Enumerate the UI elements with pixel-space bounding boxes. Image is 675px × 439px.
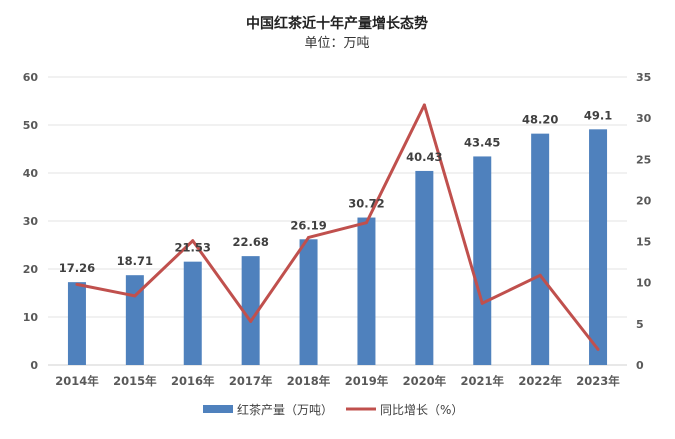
legend: 红茶产量（万吨） 同比增长（%） <box>203 402 463 417</box>
x-tick-label: 2015年 <box>113 374 157 388</box>
growth-point <box>596 347 600 351</box>
x-tick-label: 2022年 <box>518 374 562 388</box>
y-right-tick-label: 20 <box>636 194 652 207</box>
growth-point <box>480 301 484 305</box>
growth-line <box>76 103 600 351</box>
y-left-tick-label: 20 <box>23 263 39 276</box>
y-left-tick-label: 50 <box>23 119 39 132</box>
x-tick-label: 2014年 <box>55 374 99 388</box>
data-label: 48.20 <box>522 113 558 127</box>
data-label: 21.53 <box>175 241 211 255</box>
growth-point <box>191 239 195 243</box>
bar <box>415 170 434 365</box>
y-right-tick-label: 15 <box>636 236 651 249</box>
growth-point <box>307 235 311 239</box>
chart-title: 中国红茶近十年产量增长态势 <box>246 15 428 32</box>
y-right-tick-label: 0 <box>636 359 644 372</box>
y-right-tick-label: 35 <box>636 71 651 84</box>
y-left-tick-label: 10 <box>23 311 39 324</box>
data-label: 18.71 <box>117 254 153 268</box>
data-label: 49.1 <box>584 108 612 122</box>
x-tick-label: 2016年 <box>171 374 215 388</box>
bar <box>67 282 86 365</box>
growth-point <box>538 273 542 277</box>
data-label: 30.72 <box>348 197 384 211</box>
growth-point <box>364 221 368 225</box>
x-tick-label: 2017年 <box>229 374 273 388</box>
growth-point <box>75 282 79 286</box>
chart-subtitle: 单位：万吨 <box>304 36 369 51</box>
bar <box>125 275 144 365</box>
data-label: 17.26 <box>59 261 95 275</box>
y-right-tick-label: 30 <box>636 112 652 125</box>
y-left-tick-label: 30 <box>23 215 39 228</box>
growth-point <box>422 103 426 107</box>
x-tick-label: 2019年 <box>345 374 389 388</box>
bar <box>357 217 376 365</box>
x-tick-label: 2021年 <box>460 374 504 388</box>
data-label: 43.45 <box>464 135 500 149</box>
data-label: 22.68 <box>232 235 268 249</box>
y-right-tick-label: 25 <box>636 153 651 166</box>
y-left-tick-label: 0 <box>30 359 38 372</box>
bar <box>183 261 202 365</box>
data-label: 26.19 <box>290 218 326 232</box>
legend-label-growth: 同比增长（%） <box>380 403 463 417</box>
legend-label-production: 红茶产量（万吨） <box>237 402 333 417</box>
growth-point <box>249 319 253 323</box>
bar <box>299 239 318 365</box>
x-tick-label: 2018年 <box>287 374 331 388</box>
y-right-tick-label: 5 <box>636 318 644 331</box>
y-right-tick-label: 10 <box>636 277 652 290</box>
data-label: 40.43 <box>406 150 442 164</box>
bar <box>241 256 260 365</box>
growth-point <box>133 294 137 298</box>
y-left-tick-label: 60 <box>23 71 39 84</box>
legend-swatch-production <box>203 405 233 413</box>
bar <box>589 129 608 365</box>
x-tick-label: 2023年 <box>576 374 620 388</box>
x-tick-label: 2020年 <box>403 374 447 388</box>
y-left-tick-label: 40 <box>23 167 39 180</box>
bar <box>473 156 492 365</box>
bar <box>531 133 550 365</box>
